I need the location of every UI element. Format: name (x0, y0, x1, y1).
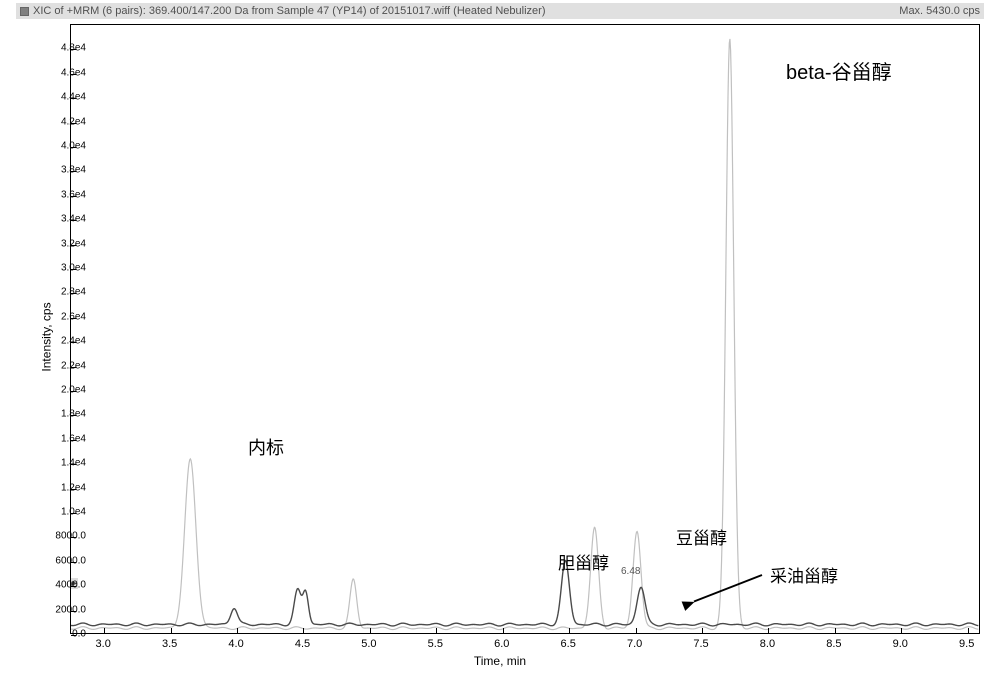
y-tick-label: 4.8e4 (46, 43, 86, 54)
legend-swatch (20, 7, 29, 16)
y-tick-label: 3.6e4 (46, 189, 86, 200)
trace-light (71, 39, 978, 630)
y-tick-label: 4.2e4 (46, 116, 86, 127)
trace-dark (71, 560, 978, 625)
y-tick-label: 3.0e4 (46, 263, 86, 274)
x-axis-label: Time, min (474, 654, 526, 668)
header-right-text: Max. 5430.0 cps (899, 5, 980, 17)
y-tick-label: 2.6e4 (46, 311, 86, 322)
y-tick-label: 4.6e4 (46, 67, 86, 78)
peak-annotation: 胆甾醇 (558, 549, 609, 574)
y-tick-label: 1.6e4 (46, 433, 86, 444)
x-tick-label: 5.5 (428, 638, 443, 650)
peak-annotation: beta-谷甾醇 (786, 56, 892, 85)
y-tick-label: 2.4e4 (46, 336, 86, 347)
plot-area: ▸ (70, 24, 980, 634)
y-tick-label: 6000.0 (46, 555, 86, 566)
x-tick-label: 6.0 (494, 638, 509, 650)
y-tick-label: 2.2e4 (46, 360, 86, 371)
y-tick-label: 8000.0 (46, 531, 86, 542)
peak-annotation: 豆甾醇 (676, 524, 727, 549)
x-tick-label: 4.5 (295, 638, 310, 650)
y-tick-label: 3.2e4 (46, 238, 86, 249)
y-tick-label: 1.8e4 (46, 409, 86, 420)
peak-time-label: 6.48 (621, 566, 640, 577)
x-tick-label: 9.5 (959, 638, 974, 650)
chart-header: XIC of +MRM (6 pairs): 369.400/147.200 D… (16, 3, 984, 19)
x-tick-label: 7.5 (693, 638, 708, 650)
y-tick-label: 4.0e4 (46, 141, 86, 152)
y-tick-label: 4000.0 (46, 580, 86, 591)
x-tick-label: 8.0 (760, 638, 775, 650)
x-tick-label: 4.0 (228, 638, 243, 650)
x-tick-label: 3.5 (162, 638, 177, 650)
y-tick-label: 3.4e4 (46, 214, 86, 225)
chromatogram-chart: XIC of +MRM (6 pairs): 369.400/147.200 D… (0, 0, 1000, 674)
y-tick-label: 3.8e4 (46, 165, 86, 176)
y-tick-label: 1.4e4 (46, 458, 86, 469)
y-tick-label: 0.0 (46, 629, 86, 640)
x-tick-label: 5.0 (361, 638, 376, 650)
y-tick-label: 2.8e4 (46, 287, 86, 298)
y-tick-label: 2000.0 (46, 604, 86, 615)
x-tick-label: 8.5 (826, 638, 841, 650)
y-tick-label: 1.0e4 (46, 507, 86, 518)
chromatogram-svg (71, 25, 979, 633)
y-tick-label: 4.4e4 (46, 92, 86, 103)
peak-annotation: 内标 (248, 434, 284, 460)
x-tick-label: 6.5 (561, 638, 576, 650)
y-tick-label: 2.0e4 (46, 385, 86, 396)
header-left-text: XIC of +MRM (6 pairs): 369.400/147.200 D… (20, 5, 545, 17)
x-tick-label: 9.0 (893, 638, 908, 650)
y-tick-label: 1.2e4 (46, 482, 86, 493)
x-tick-label: 3.0 (96, 638, 111, 650)
peak-annotation: 采油甾醇 (770, 562, 838, 587)
x-tick-label: 7.0 (627, 638, 642, 650)
